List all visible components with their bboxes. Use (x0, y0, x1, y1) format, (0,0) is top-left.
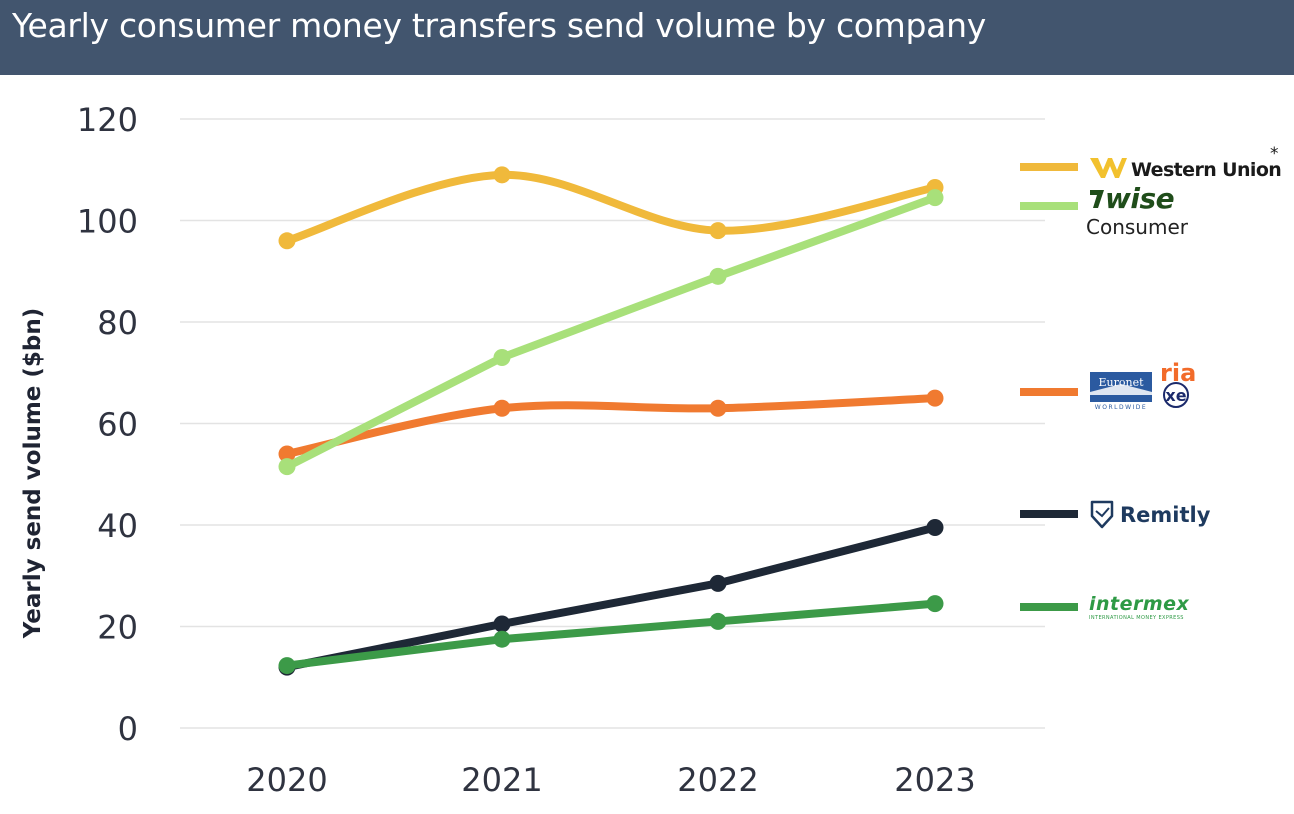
y-tick-label: 20 (97, 609, 138, 647)
series-euronet (278, 389, 944, 463)
western-union-icon (1090, 158, 1127, 178)
data-point-remitly (709, 574, 727, 592)
series-intermex (278, 595, 944, 675)
wise-flag-icon (1090, 190, 1104, 208)
legend-footnote-mark: * (1270, 144, 1279, 164)
series-western-union (278, 166, 944, 250)
x-tick-label: 2021 (461, 761, 542, 799)
data-point-euronet (926, 389, 944, 407)
series (278, 166, 944, 676)
data-point-wise (278, 458, 296, 476)
x-tick-label: 2020 (246, 761, 327, 799)
data-point-intermex (709, 612, 727, 630)
xe-logo-ring (1163, 382, 1189, 408)
legend-label-intermex: intermex (1089, 593, 1190, 615)
x-tick-label: 2022 (677, 761, 758, 799)
series-line-western-union (283, 170, 939, 245)
x-tick-label: 2023 (894, 761, 975, 799)
data-point-wise (709, 267, 727, 285)
gridlines (180, 118, 1045, 729)
data-point-intermex (926, 595, 944, 613)
series-wise (278, 189, 944, 476)
data-point-euronet (278, 445, 296, 463)
data-point-remitly (493, 615, 511, 633)
remitly-handshake-mark (1095, 507, 1110, 518)
western-union-logo: Western Union* (1090, 144, 1282, 181)
legend-label-euronet: Euronet (1098, 376, 1144, 389)
y-axis-ticks: 0 20 40 60 80 100 120 (77, 101, 138, 748)
remitly-logo: Remitly (1090, 500, 1211, 529)
y-tick-label: 60 (97, 406, 138, 444)
series-line-euronet (283, 394, 939, 458)
legend-label-xe: xe (1165, 386, 1186, 405)
data-point-western-union (709, 222, 727, 240)
title-bar: Yearly consumer money transfers send vol… (0, 0, 1294, 75)
legend-label-western-union: Western Union (1131, 159, 1281, 181)
data-point-wise (926, 189, 944, 207)
y-tick-label: 80 (97, 304, 138, 342)
data-point-western-union (278, 232, 296, 250)
data-point-remitly (926, 519, 944, 537)
y-tick-label: 100 (77, 203, 138, 241)
y-tick-label: 40 (97, 507, 138, 545)
euronet-globe-band (1090, 384, 1152, 395)
data-point-euronet (493, 399, 511, 417)
y-tick-label: 0 (118, 710, 138, 748)
data-point-intermex (493, 630, 511, 648)
x-axis-ticks: 2020 2021 2022 2023 (246, 761, 975, 799)
series-line-intermex (283, 599, 939, 670)
legend-sublabel-wise: Consumer (1086, 215, 1189, 239)
data-point-euronet (709, 399, 727, 417)
legend-sublabel-euronet: WORLDWIDE (1095, 404, 1147, 411)
data-point-western-union (493, 166, 511, 184)
legend-sublabel-intermex: INTERNATIONAL MONEY EXPRESS (1089, 615, 1184, 621)
legend: Western Union*wiseConsumerEuronetWORLDWI… (1020, 144, 1282, 621)
series-line-wise (283, 193, 939, 471)
series-line-remitly (283, 523, 939, 672)
legend-label-wise: wise (1105, 182, 1174, 215)
chart-title: Yearly consumer money transfers send vol… (12, 6, 986, 45)
y-axis-label: Yearly send volume ($bn) (20, 308, 46, 640)
y-tick-label: 120 (77, 101, 138, 139)
data-point-intermex (278, 657, 296, 675)
remitly-shield-icon (1090, 500, 1114, 529)
data-point-wise (493, 349, 511, 367)
legend-label-remitly: Remitly (1120, 503, 1211, 527)
